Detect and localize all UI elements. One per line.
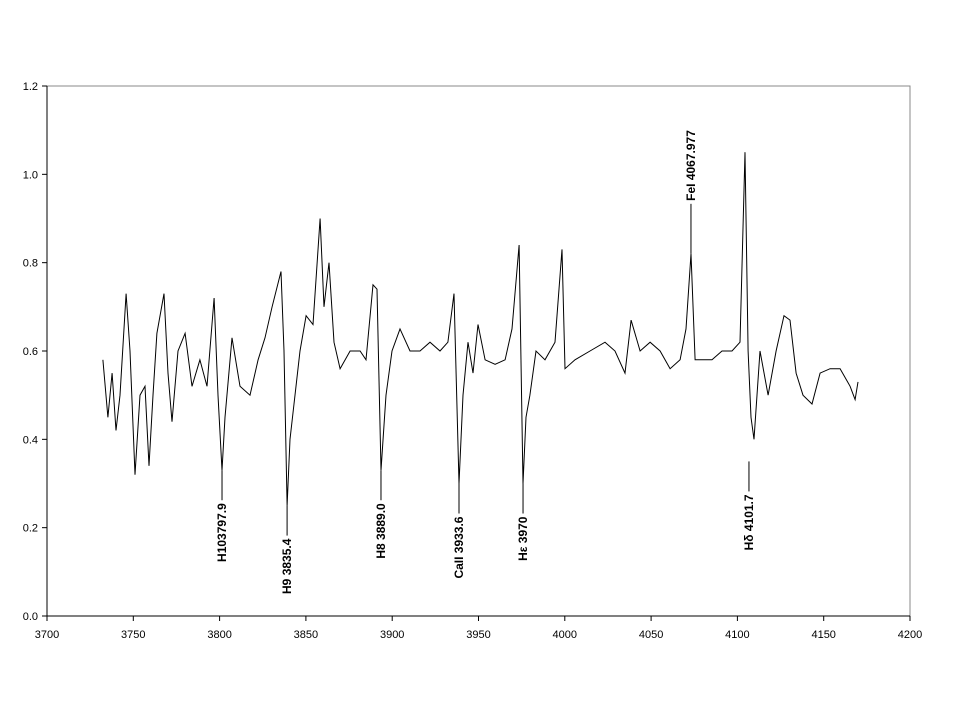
y-tick-label: 0.0 [23,611,38,623]
y-tick-label: 0.2 [23,523,38,535]
annotation-label: Hδ 4101.7 [742,494,756,550]
x-tick-label: 4100 [725,629,749,641]
x-tick-label: 4150 [811,629,835,641]
x-tick-label: 3850 [294,629,318,641]
annotation-label: Hε 3970 [516,516,530,561]
x-tick-label: 3800 [207,629,231,641]
y-tick-label: 0.8 [23,258,38,270]
annotation-label: FeI 4067.977 [684,130,698,201]
y-tick-label: 0.4 [23,434,38,446]
y-tick-label: 0.6 [23,346,38,358]
spectrum-line [102,152,859,506]
annotation-label: H8 3889.0 [374,503,388,559]
x-tick-label: 3900 [380,629,404,641]
y-tick-label: 1.2 [23,81,38,93]
x-tick-label: 4200 [898,629,922,641]
annotation-label: H103797.9 [215,503,229,562]
y-tick-label: 1.0 [23,169,38,181]
x-tick-label: 3950 [466,629,490,641]
x-tick-label: 4050 [639,629,663,641]
annotation-label: H9 3835.4 [280,538,294,594]
x-tick-label: 3750 [121,629,145,641]
x-tick-label: 4000 [553,629,577,641]
x-tick-label: 3700 [35,629,59,641]
plot-frame [46,85,911,617]
annotation-label: CaII 3933.6 [452,516,466,578]
